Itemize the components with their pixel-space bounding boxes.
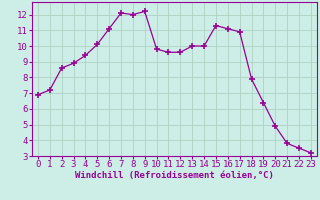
X-axis label: Windchill (Refroidissement éolien,°C): Windchill (Refroidissement éolien,°C) (75, 171, 274, 180)
